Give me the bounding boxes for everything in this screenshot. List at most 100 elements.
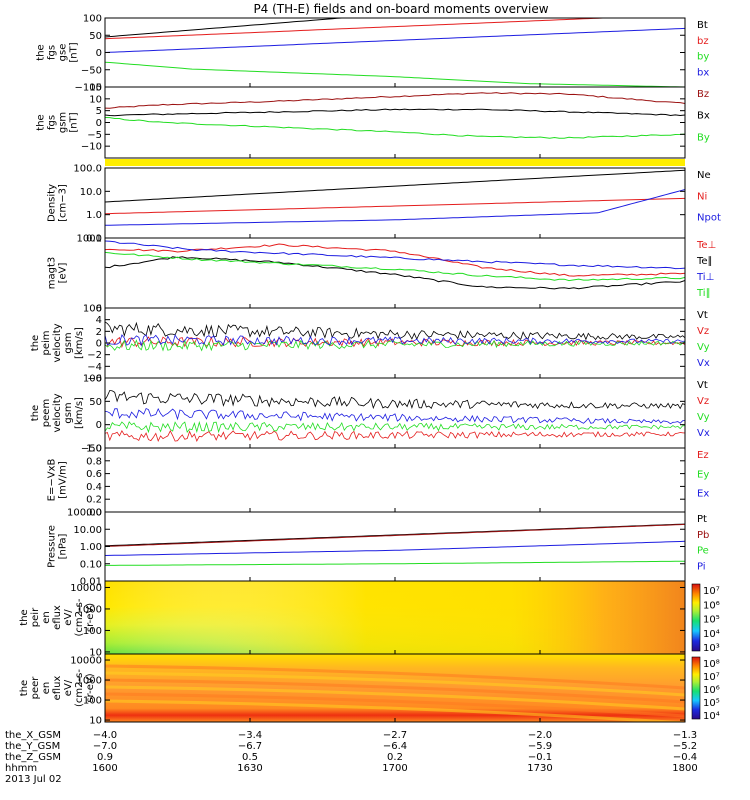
legend-entry: Vt — [697, 380, 708, 391]
spectrogram-band — [105, 664, 685, 690]
series-group — [105, 18, 685, 87]
panel-temperature: Te⊥ Te∥ Ti⊥ Ti∥ 1000 100 magt3 [eV] — [47, 234, 717, 315]
panel-density: Ne Ni Npot 100.0 10.0 1.0 0.1 Density [cm−3] — [47, 164, 721, 245]
y-tick-label: 15 — [89, 83, 102, 94]
series-group — [105, 240, 685, 290]
spectrogram-band — [105, 692, 685, 718]
series-line-Ti⊥ — [105, 240, 685, 270]
legend-entry: Ni — [697, 191, 707, 202]
y-axis-label-line: [cm−3] — [58, 184, 69, 222]
series-line-Te∥ — [105, 256, 685, 290]
y-axis-label-line: gsm — [58, 112, 69, 133]
ephemeris-value: −7.0 — [93, 741, 117, 752]
y-axis-label-line: magt3 — [47, 257, 58, 290]
y-axis-label-line: eflux — [52, 605, 63, 630]
y-tick-label: 10000 — [70, 656, 102, 667]
y-axis-label-line: eV/ — [63, 679, 74, 696]
y-tick-label: 100 — [83, 374, 102, 385]
legend-entry: Ne — [697, 170, 711, 181]
colorbar-label: 10⁵ — [703, 698, 720, 709]
y-axis-label-line: the — [30, 405, 41, 421]
ephemeris-value: −2.0 — [528, 730, 552, 741]
panel-frame — [104, 167, 686, 239]
legend-entry: Bx — [697, 111, 710, 122]
colorbar-label: 10⁴ — [703, 711, 720, 722]
y-axis-label-line: gsm — [63, 402, 74, 423]
y-axis-label-line: Density — [47, 184, 58, 222]
y-tick-label: 10000 — [70, 583, 102, 594]
y-tick-label: 0.1 — [86, 234, 102, 245]
y-axis-label-line: en — [41, 611, 52, 624]
ephemeris-value: 1600 — [92, 763, 117, 774]
series-group — [105, 169, 685, 226]
series-line-by — [105, 61, 685, 87]
series-group — [105, 321, 685, 352]
legend-entry: Vz — [697, 326, 709, 337]
y-axis-label-line: [km/s] — [74, 397, 85, 429]
ephemeris-value: 1800 — [672, 763, 697, 774]
panel-fgs_gse: Bt bz by bx 100 50 0 −50 −100 the fgs gse [nT] — [36, 14, 710, 94]
series-line-By — [105, 117, 685, 139]
series-group — [105, 389, 685, 442]
y-tick-label: −50 — [81, 65, 102, 76]
panel-peem_velocity: Vt Vz Vy Vx 100 50 0 −50 the peem velocity gsm [km/s… — [30, 374, 710, 455]
series-line-Vz — [105, 336, 685, 349]
legend-entry: Bt — [697, 20, 708, 31]
y-axis-label-line: peim — [41, 330, 52, 355]
panel-efield: Ez Ey Ex 1.00.8 0.6 0.4 0.2 0.0 E=−VxB [mV/m] — [47, 444, 710, 519]
legend-entry: Ti⊥ — [696, 272, 714, 283]
ephemeris-label: the_Y_GSM — [5, 741, 60, 752]
series-line-Bx — [105, 108, 685, 117]
spectrogram-band — [105, 699, 685, 722]
ephemeris-value: 1700 — [382, 763, 407, 774]
legend-entry: Vy — [697, 342, 710, 353]
series-line-Pb — [105, 523, 685, 547]
y-axis-label-line: the — [36, 44, 47, 60]
y-tick-label: 100.00 — [67, 508, 102, 519]
series-line-bz — [105, 18, 615, 40]
y-tick-label: 1.0 — [86, 444, 102, 455]
y-tick-label: 0 — [96, 48, 102, 59]
y-axis-label-line: (cm2-s- — [74, 669, 85, 707]
panel-frame — [104, 86, 686, 159]
y-tick-label: −6 — [87, 374, 102, 385]
ephemeris-value: 0.9 — [97, 752, 113, 763]
ephemeris-label: hhmm — [5, 763, 37, 774]
spectrogram-late — [105, 581, 685, 654]
y-axis-label-line: velocity — [52, 393, 63, 432]
legend-entry: Ey — [697, 469, 709, 480]
y-axis-label-line: the — [19, 680, 30, 696]
y-tick-label: 0.6 — [86, 469, 102, 480]
ephemeris-label: the_X_GSM — [5, 730, 61, 741]
series-line-Bt — [105, 18, 348, 38]
ephemeris-value: −2.7 — [383, 730, 407, 741]
y-tick-label: 1.0 — [86, 210, 102, 221]
spectrogram — [105, 654, 685, 722]
ephemeris-value: 1730 — [527, 763, 552, 774]
y-axis-label-line: [nT] — [69, 112, 80, 132]
y-tick-label: 1.00 — [80, 542, 102, 553]
ephemeris-value: −0.1 — [528, 752, 552, 763]
y-axis-label-line: [mV/m] — [58, 461, 69, 499]
series-group — [105, 523, 685, 566]
y-tick-label: 100 — [83, 304, 102, 315]
legend-entry: Vt — [697, 310, 708, 321]
figure-title: P4 (TH-E) fields and on-board moments ov… — [253, 2, 548, 16]
y-axis-label-line: eV/ — [63, 609, 74, 626]
colorbar-label: 10⁷ — [703, 672, 720, 683]
y-axis-label-line: fgs — [47, 115, 58, 130]
y-tick-label: 0.0 — [86, 508, 102, 519]
y-tick-label: −10 — [81, 142, 102, 153]
colorbar-label: 10⁶ — [703, 685, 720, 696]
y-tick-label: 0.8 — [86, 456, 102, 467]
legend-entry: Vx — [697, 428, 710, 439]
spectrogram-band — [105, 678, 685, 704]
y-tick-label: 0.10 — [80, 559, 102, 570]
y-tick-label: 0.2 — [86, 495, 102, 506]
x-axis-ephemeris: the_X_GSM −4.0 −3.4 −2.7 −2.0 −1.3 the_Y_GSM −7… — [5, 730, 698, 785]
legend-entry: bz — [697, 36, 709, 47]
ephemeris-label: the_Z_GSM — [5, 752, 61, 763]
y-axis-label: Pressure [nPa] — [47, 525, 69, 568]
spectrogram-band — [105, 685, 685, 711]
y-axis-label-line: [nT] — [69, 42, 80, 62]
